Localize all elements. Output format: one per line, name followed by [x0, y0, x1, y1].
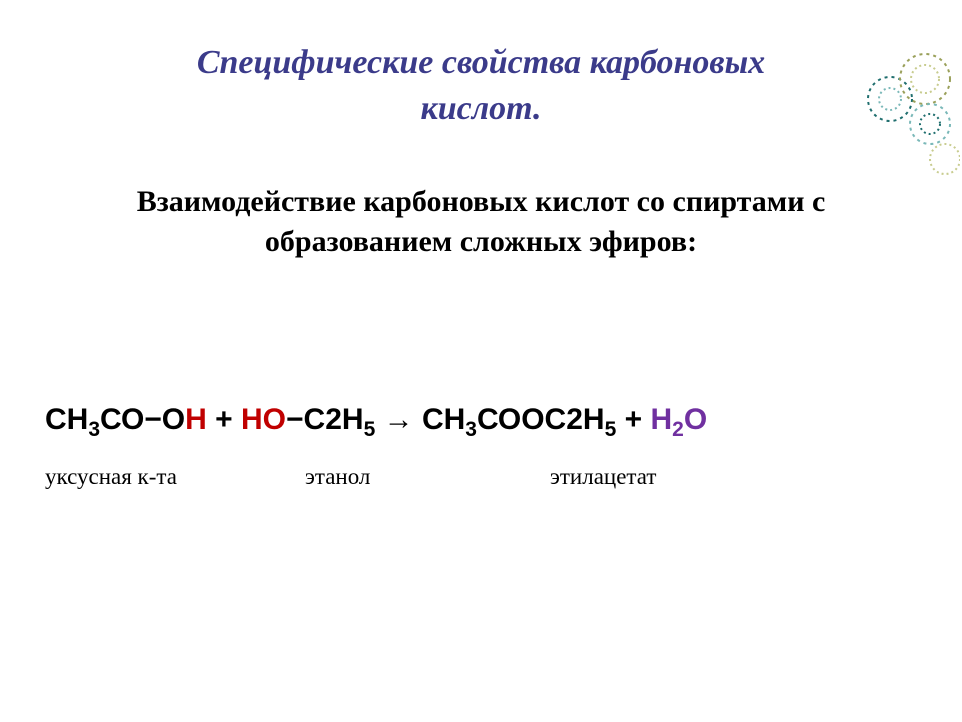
water-part: Н2О	[650, 403, 707, 436]
sub-3-b: 3	[465, 418, 477, 441]
subheading-line-1: Взаимодействие карбоновых кислот со спир…	[137, 185, 826, 218]
sub-5-b: 5	[605, 418, 617, 441]
heading-line-2: кислот.	[420, 90, 541, 127]
plus-2: +	[616, 403, 650, 436]
product-ester-part2b: Н	[583, 403, 605, 436]
arrow: →	[384, 403, 414, 436]
water-o: О	[684, 403, 707, 436]
gap-3	[414, 403, 422, 436]
alcohol-part1b: Н	[342, 403, 364, 436]
sub-2-b: 2	[566, 403, 583, 436]
alcohol-hydroxyl: НО	[241, 403, 286, 436]
product-ester-part2: СООС	[477, 403, 566, 436]
product-ester-part1: СН	[422, 403, 465, 436]
gap-2	[375, 403, 383, 436]
alcohol-part1: −С	[286, 403, 325, 436]
slide-title: Специфические свойства карбоновых кислот…	[60, 40, 902, 132]
label-ethanol: этанол	[305, 464, 550, 490]
slide-subtitle: Взаимодействие карбоновых кислот со спир…	[60, 182, 902, 263]
water-h: Н	[650, 403, 672, 436]
sub-2-c: 2	[672, 418, 684, 441]
acid-hydrogen: Н	[185, 403, 207, 436]
label-ethyl-acetate: этилацетат	[550, 464, 656, 490]
reaction-equation: СН3СО−ОН + НО−С2Н5 → СН3СООС2Н5 + Н2О	[45, 403, 962, 442]
sub-5-a: 5	[364, 418, 376, 441]
sub-2-a: 2	[325, 403, 342, 436]
corner-decoration	[820, 44, 960, 184]
gap-1	[207, 403, 215, 436]
reactant-acid-part1: СН	[45, 403, 88, 436]
heading-line-1: Специфические свойства карбоновых	[197, 44, 765, 81]
sub-3-a: 3	[88, 418, 100, 441]
label-acetic-acid: уксусная к-та	[45, 464, 305, 490]
reactant-labels: уксусная к-та этанол этилацетат	[45, 464, 962, 490]
subheading-line-2: образованием сложных эфиров:	[265, 225, 697, 258]
reactant-acid-part2: СО−О	[100, 403, 185, 436]
plus-1: +	[215, 403, 241, 436]
